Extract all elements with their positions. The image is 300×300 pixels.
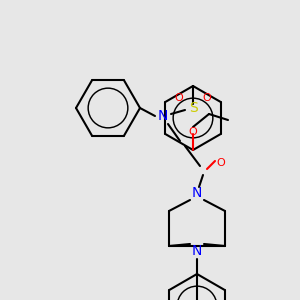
Text: N: N: [192, 186, 202, 200]
Text: O: O: [175, 93, 183, 103]
Text: O: O: [189, 127, 197, 137]
Text: O: O: [217, 158, 225, 168]
Text: O: O: [202, 93, 211, 103]
Text: S: S: [189, 101, 197, 115]
Text: N: N: [192, 244, 202, 258]
Text: N: N: [158, 109, 168, 123]
